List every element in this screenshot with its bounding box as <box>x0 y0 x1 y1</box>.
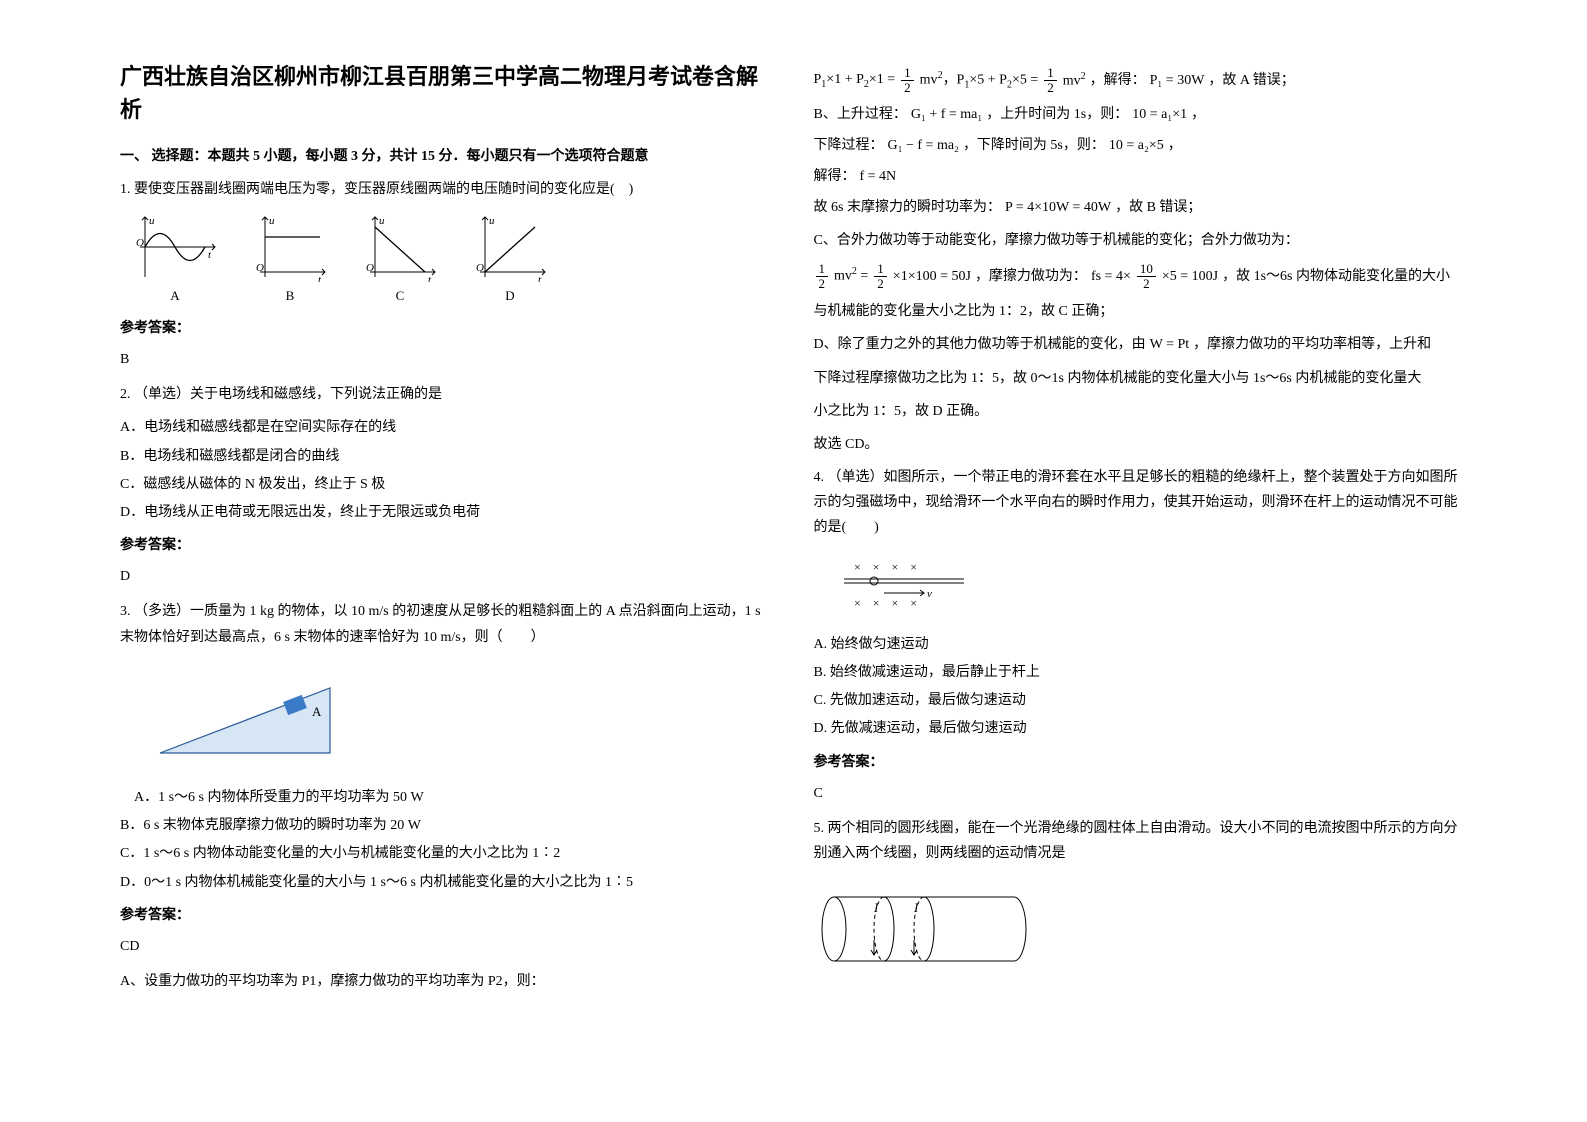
q2-answer: D <box>120 564 774 589</box>
question-1-stem: 1. 要使变压器副线圈两端电压为零，变压器原线圈两端的电压随时间的变化应是( ) <box>120 177 774 202</box>
section-1-heading: 一、 选择题：本题共 5 小题，每小题 3 分，共计 15 分．每小题只有一个选… <box>120 144 774 169</box>
q1-graph-c: O t u <box>360 212 440 282</box>
q1-graph-a: O t u <box>130 212 220 282</box>
q3-expl-d: D、除了重力之外的其他力做功等于机械能的变化，由 W = Pt ，摩擦力做功的平… <box>814 332 1468 357</box>
question-2-stem: 2. （单选）关于电场线和磁感线，下列说法正确的是 <box>120 382 774 407</box>
q3-expl-c: C、合外力做功等于动能变化，摩擦力做功等于机械能的变化；合外力做功为： <box>814 228 1468 253</box>
svg-text:I: I <box>913 900 919 915</box>
svg-text:× × × ×: × × × × <box>854 596 917 610</box>
q4-opt-d: D. 先做减速运动，最后做匀速运动 <box>814 716 1468 741</box>
svg-text:t: t <box>318 274 322 282</box>
svg-text:O: O <box>366 262 374 274</box>
q4-answer-label: 参考答案： <box>814 750 1468 775</box>
q3-expl-j: 下降过程摩擦做功之比为 1：5，故 0～1s 内物体机械能的变化量大小与 1s～… <box>814 366 1468 391</box>
svg-text:u: u <box>489 215 495 227</box>
q2-opt-b: B．电场线和磁感线都是闭合的曲线 <box>120 444 774 469</box>
q4-opt-b: B. 始终做减速运动，最后静止于杆上 <box>814 660 1468 685</box>
svg-text:u: u <box>269 215 275 227</box>
q3-formula-p: 故 6s 末摩擦力的瞬时功率为： P = 4×10W = 40W ，故 B 错误… <box>814 195 1468 220</box>
q2-opt-d: D．电场线从正电荷或无限远出发，终止于无限远或负电荷 <box>120 500 774 525</box>
q1-label-b: B <box>250 284 330 307</box>
q2-opt-c: C．磁感线从磁体的 N 极发出，终止于 S 极 <box>120 472 774 497</box>
q3-opt-b: B．6 s 末物体克服摩擦力做功的瞬时功率为 20 W <box>120 813 774 838</box>
q3-expl-h: 与机械能的变化量大小之比为 1：2，故 C 正确； <box>814 299 1468 324</box>
svg-text:t: t <box>538 274 542 282</box>
q5-cylinder-diagram: I I <box>814 884 1034 974</box>
q1-answer: B <box>120 347 774 372</box>
svg-text:t: t <box>208 249 212 261</box>
svg-text:O: O <box>136 237 144 249</box>
q3-formula-b2: 下降过程： G₁ − f = ma₂ ，下降时间为 5s，则： 10 = a₂×… <box>814 133 1468 158</box>
q3-opt-a: A．1 s～6 s 内物体所受重力的平均功率为 50 W <box>120 785 774 810</box>
q1-graph-d: O t u <box>470 212 550 282</box>
q3-formula-1: P1×1 + P2×1 = 12 mv2，P1×5 + P2×5 = 12 mv… <box>814 66 1468 96</box>
svg-text:t: t <box>428 274 432 282</box>
q3-opt-d: D．0～1 s 内物体机械能变化量的大小与 1 s～6 s 内机械能变化量的大小… <box>120 870 774 895</box>
q3-formula-work: 12 mv2 = 12 ×1×100 = 50J ，摩擦力做功为： fs = 4… <box>814 262 1468 292</box>
q3-expl-k: 小之比为 1：5，故 D 正确。 <box>814 399 1468 424</box>
q1-graphs: O t u A O t u B <box>130 212 774 307</box>
q3-opt-c: C．1 s～6 s 内物体动能变化量的大小与机械能变化量的大小之比为 1∶2 <box>120 841 774 866</box>
q2-answer-label: 参考答案： <box>120 533 774 558</box>
question-5-stem: 5. 两个相同的圆形线圈，能在一个光滑绝缘的圆柱体上自由滑动。设大小不同的电流按… <box>814 816 1468 866</box>
page-title: 广西壮族自治区柳州市柳江县百朋第三中学高二物理月考试卷含解析 <box>120 60 774 126</box>
q3-incline-diagram: A <box>150 668 350 768</box>
q1-label-d: D <box>470 284 550 307</box>
q3-formula-f: 解得： f = 4N <box>814 164 1468 189</box>
q4-field-diagram: × × × × v × × × × <box>834 557 974 612</box>
q4-opt-a: A. 始终做匀速运动 <box>814 632 1468 657</box>
q1-label-c: C <box>360 284 440 307</box>
q2-opt-a: A．电场线和磁感线都是在空间实际存在的线 <box>120 415 774 440</box>
q3-expl-l: 故选 CD。 <box>814 432 1468 457</box>
question-3-stem: 3. （多选）一质量为 1 kg 的物体，以 10 m/s 的初速度从足够长的粗… <box>120 599 774 649</box>
q3-formula-b1: B、上升过程： G₁ + f = ma₁ ，上升时间为 1s，则： 10 = a… <box>814 102 1468 127</box>
q1-label-a: A <box>130 284 220 307</box>
q3-expl-a: A、设重力做功的平均功率为 P1，摩擦力做功的平均功率为 P2，则： <box>120 969 774 994</box>
svg-text:u: u <box>379 215 385 227</box>
svg-text:I: I <box>873 900 879 915</box>
q1-answer-label: 参考答案： <box>120 316 774 341</box>
svg-text:O: O <box>476 262 484 274</box>
q4-opt-c: C. 先做加速运动，最后做匀速运动 <box>814 688 1468 713</box>
svg-text:× × × ×: × × × × <box>854 560 917 574</box>
q4-answer: C <box>814 781 1468 806</box>
svg-text:v: v <box>927 588 932 600</box>
svg-text:A: A <box>312 704 322 719</box>
svg-text:u: u <box>149 215 155 227</box>
q3-answer: CD <box>120 934 774 959</box>
q1-graph-b: O t u <box>250 212 330 282</box>
svg-text:O: O <box>256 262 264 274</box>
q3-answer-label: 参考答案： <box>120 903 774 928</box>
question-4-stem: 4. （单选）如图所示，一个带正电的滑环套在水平且足够长的粗糙的绝缘杆上，整个装… <box>814 465 1468 541</box>
